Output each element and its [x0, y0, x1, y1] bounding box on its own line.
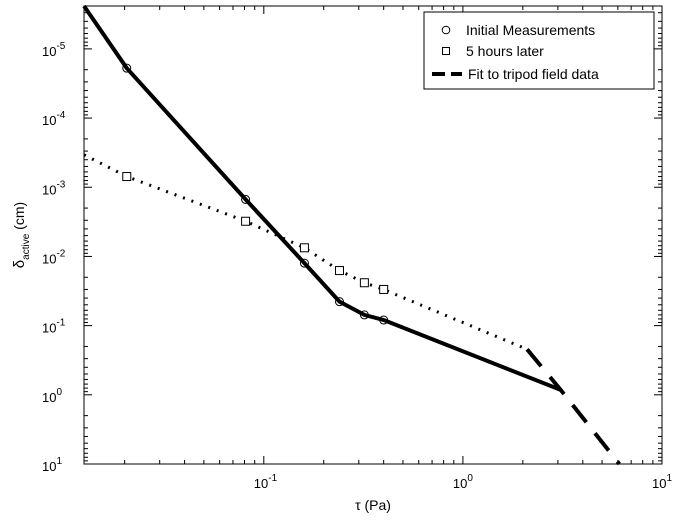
y-tick-label-base: 10	[42, 113, 56, 128]
y-tick-label: 10-1	[42, 318, 66, 336]
square-marker	[299, 243, 309, 253]
y-tick-label: 100	[42, 387, 62, 405]
y-axis-label-text: δactive (cm)	[11, 202, 32, 268]
square-marker	[359, 278, 369, 288]
y-tick-label-exponent: -5	[56, 41, 65, 52]
y-tick-label-base: 10	[42, 251, 56, 266]
square-marker	[122, 172, 132, 182]
series-initial-line	[82, 4, 562, 392]
legend-label-5-hours: 5 hours later	[466, 43, 544, 59]
y-axis-label-unit: (cm)	[11, 202, 27, 230]
x-tick-label-exponent: 0	[467, 473, 473, 484]
x-axis-label: τ (Pa)	[355, 497, 391, 513]
y-tick-label-exponent: -1	[56, 318, 65, 329]
plot-frame	[83, 5, 663, 465]
square-marker	[335, 266, 345, 276]
circle-marker	[122, 63, 132, 73]
legend-circle-marker	[441, 25, 451, 35]
x-tick-label-base: 10	[254, 476, 268, 491]
y-tick-label-base: 10	[42, 321, 56, 336]
y-axis-label-subscript: active	[21, 233, 32, 260]
y-tick-label: 10-2	[42, 248, 66, 266]
legend-item-5-hours: 5 hours later	[442, 43, 544, 59]
y-tick-label-exponent: 0	[56, 387, 62, 398]
y-tick-label: 10-4	[42, 110, 66, 128]
circle-marker	[335, 297, 345, 307]
circle-marker	[379, 315, 389, 325]
y-axis-label: δactive (cm)	[11, 202, 32, 268]
square-marker	[241, 216, 251, 226]
series-fit-line	[525, 348, 621, 466]
y-tick-label-exponent: -4	[56, 110, 65, 121]
x-tick-label: 100	[453, 473, 473, 491]
legend-label-fit: Fit to tripod field data	[468, 66, 599, 82]
y-tick-label: 101	[42, 456, 62, 474]
series-layer	[82, 4, 621, 466]
y-tick-label-exponent: -2	[56, 248, 65, 259]
y-tick-label: 10-5	[42, 41, 66, 59]
x-tick-label-exponent: -1	[268, 473, 277, 484]
y-tick-label-base: 10	[42, 44, 56, 59]
x-tick-label: 10-1	[254, 473, 278, 491]
y-axis-label-main: δ	[11, 260, 28, 268]
circle-marker	[299, 258, 309, 268]
x-tick-label-base: 10	[652, 476, 666, 491]
legend-item-fit: Fit to tripod field data	[432, 66, 599, 82]
y-tick-label-exponent: 1	[56, 456, 62, 467]
legend-square-marker	[442, 47, 450, 55]
y-tick-label-base: 10	[42, 182, 56, 197]
y-tick-label-exponent: -3	[56, 179, 65, 190]
circle-marker	[241, 194, 251, 204]
legend-box	[423, 11, 655, 90]
circle-marker	[359, 310, 369, 320]
y-tick-label-base: 10	[42, 459, 56, 474]
x-tick-label-base: 10	[453, 476, 467, 491]
x-tick-label-exponent: 1	[666, 473, 672, 484]
y-tick-label-base: 10	[42, 390, 56, 405]
legend-label-initial: Initial Measurements	[466, 22, 595, 38]
square-marker	[379, 284, 389, 294]
x-tick-label: 101	[652, 473, 672, 491]
y-tick-label: 10-3	[42, 179, 66, 197]
legend: Initial Measurements 5 hours later Fit t…	[423, 11, 655, 90]
legend-item-initial: Initial Measurements	[441, 22, 595, 38]
